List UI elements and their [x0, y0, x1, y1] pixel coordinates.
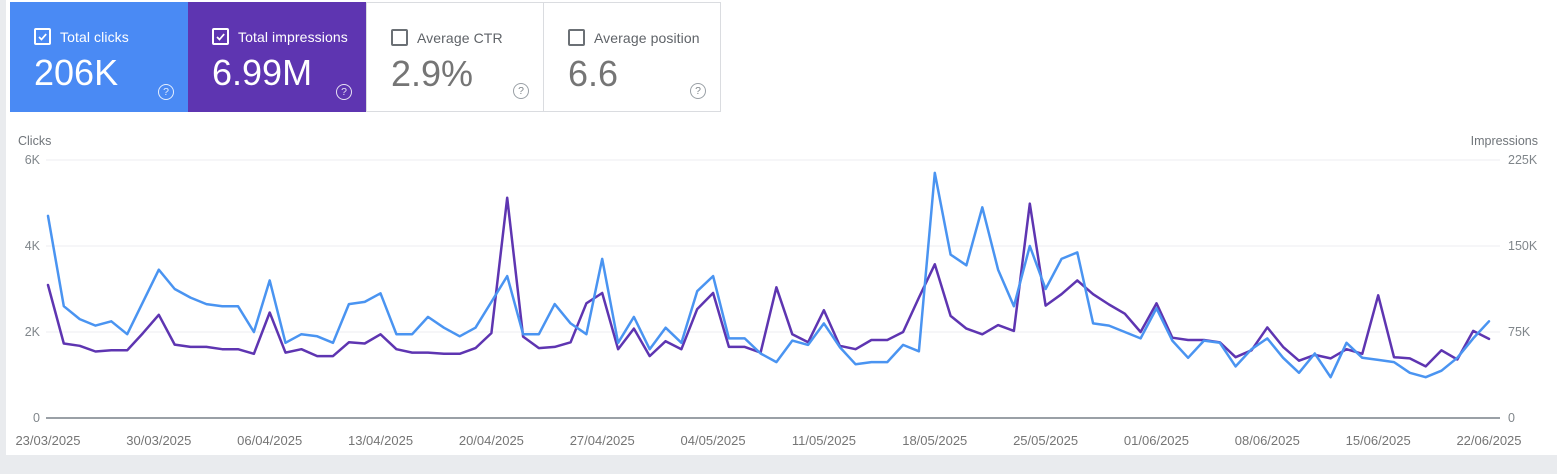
help-icon[interactable]: ?	[513, 83, 529, 99]
x-axis-date-label: 11/05/2025	[792, 433, 856, 448]
total-clicks-value: 206K	[34, 52, 119, 93]
x-axis-date-label: 04/05/2025	[681, 433, 746, 448]
help-icon[interactable]: ?	[158, 84, 174, 100]
x-axis-date-label: 22/06/2025	[1456, 433, 1521, 448]
metric-card-total-impressions[interactable]: Total impressions 6.99M ?	[188, 2, 366, 112]
x-axis-date-label: 23/03/2025	[15, 433, 80, 448]
chart-canvas[interactable]: 0 0 2K 75K 4K 150K 6K 225K 23/03/2025 30/03/2025 0…	[0, 130, 1557, 460]
impressions-line[interactable]	[46, 196, 1491, 368]
right-axis-tick-label: 75K	[1508, 325, 1531, 339]
help-icon[interactable]: ?	[690, 83, 706, 99]
average-ctr-value: 2.9%	[391, 53, 474, 94]
x-axis-date-label: 18/05/2025	[902, 433, 967, 448]
left-axis-tick-label: 4K	[25, 239, 41, 253]
card-label: Total clicks	[60, 28, 129, 45]
x-axis-date-label: 01/06/2025	[1124, 433, 1189, 448]
card-header: Total impressions	[212, 28, 366, 45]
x-axis-date-label: 08/06/2025	[1235, 433, 1300, 448]
checkbox-average-ctr[interactable]	[391, 29, 408, 46]
total-impressions-value: 6.99M	[212, 52, 313, 93]
card-header: Average position	[568, 29, 720, 46]
metric-card-average-position[interactable]: Average position 6.6 ?	[543, 2, 721, 112]
help-icon[interactable]: ?	[336, 84, 352, 100]
card-label: Average position	[594, 29, 700, 46]
right-axis-tick-label: 225K	[1508, 153, 1538, 167]
clicks-line[interactable]	[46, 171, 1491, 379]
right-axis-title: Impressions	[1470, 134, 1538, 148]
checkbox-total-impressions[interactable]	[212, 28, 229, 45]
check-icon	[38, 33, 47, 41]
metric-cards: Total clicks 206K ? Total impressions 6.…	[10, 2, 721, 112]
card-header: Average CTR	[391, 29, 543, 46]
left-axis-tick-label: 2K	[25, 325, 41, 339]
x-axis-date-label: 30/03/2025	[126, 433, 191, 448]
x-axis-date-label: 13/04/2025	[348, 433, 413, 448]
check-icon	[216, 33, 225, 41]
x-axis-date-label: 20/04/2025	[459, 433, 524, 448]
x-axis-date-label: 15/06/2025	[1346, 433, 1411, 448]
right-axis-tick-label: 150K	[1508, 239, 1538, 253]
card-header: Total clicks	[34, 28, 188, 45]
performance-chart[interactable]: Clicks Impressions 0 0 2K 75K 4K 150K 6K 225K 23…	[0, 130, 1557, 460]
x-axis-date-label: 25/05/2025	[1013, 433, 1078, 448]
left-axis-tick-label: 0	[33, 411, 40, 425]
x-axis-date-label: 27/04/2025	[570, 433, 635, 448]
left-axis-tick-label: 6K	[25, 153, 41, 167]
card-label: Average CTR	[417, 29, 503, 46]
card-label: Total impressions	[238, 28, 348, 45]
metric-card-average-ctr[interactable]: Average CTR 2.9% ?	[366, 2, 544, 112]
right-axis-tick-label: 0	[1508, 411, 1515, 425]
checkbox-total-clicks[interactable]	[34, 28, 51, 45]
x-axis-date-label: 06/04/2025	[237, 433, 302, 448]
average-position-value: 6.6	[568, 53, 619, 94]
checkbox-average-position[interactable]	[568, 29, 585, 46]
left-axis-title: Clicks	[18, 134, 52, 148]
metric-card-total-clicks[interactable]: Total clicks 206K ?	[10, 2, 188, 112]
